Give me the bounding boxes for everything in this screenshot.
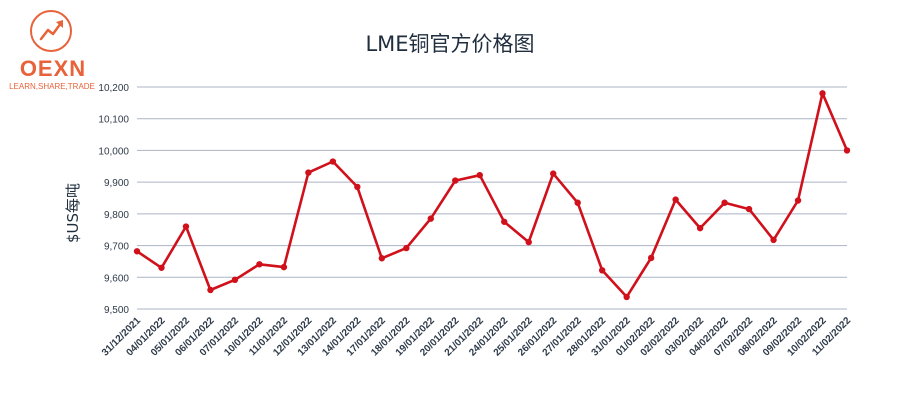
data-point	[182, 223, 190, 230]
y-tick-label: 10,100	[98, 115, 129, 126]
y-tick-label: 9,500	[104, 305, 129, 316]
data-point	[794, 197, 802, 204]
data-point	[721, 199, 728, 206]
data-point	[403, 244, 410, 252]
data-point	[305, 169, 312, 176]
rising-arrow-icon	[30, 10, 72, 52]
data-point	[329, 158, 337, 165]
data-point	[231, 276, 239, 284]
data-point	[647, 254, 655, 262]
data-point	[623, 293, 630, 301]
data-point	[427, 215, 434, 222]
y-tick-label: 9,600	[104, 273, 129, 284]
data-point	[696, 224, 704, 232]
price-series-line	[136, 92, 849, 299]
data-point	[280, 263, 288, 271]
data-point	[207, 286, 214, 294]
data-point	[819, 90, 826, 97]
data-point	[452, 177, 459, 184]
data-point	[158, 264, 165, 271]
data-point	[525, 238, 532, 246]
oexn-logo: OEXN LEARN,SHARE,TRADE	[4, 4, 96, 96]
data-point	[133, 248, 141, 255]
data-point	[770, 236, 777, 244]
y-tick-label: 9,800	[104, 210, 129, 221]
logo-tagline: LEARN,SHARE,TRADE	[9, 82, 95, 91]
data-point	[672, 196, 679, 203]
data-point	[550, 170, 557, 177]
y-tick-label: 10,000	[98, 146, 129, 157]
data-point	[843, 147, 851, 154]
data-point	[574, 199, 581, 206]
y-tick-label: 9,900	[104, 178, 129, 189]
data-point	[745, 205, 753, 213]
data-point	[501, 218, 508, 225]
data-point	[476, 171, 483, 179]
logo-wordmark: OEXN	[19, 56, 87, 81]
data-point	[378, 255, 386, 262]
y-axis-label: $US每吨	[64, 183, 82, 243]
chart-title: LME铜官方价格图	[365, 32, 535, 56]
y-tick-label: 10,200	[98, 83, 129, 94]
y-tick-label: 9,700	[104, 242, 129, 253]
data-point	[598, 267, 606, 274]
data-point	[256, 261, 263, 268]
data-point	[354, 183, 361, 191]
